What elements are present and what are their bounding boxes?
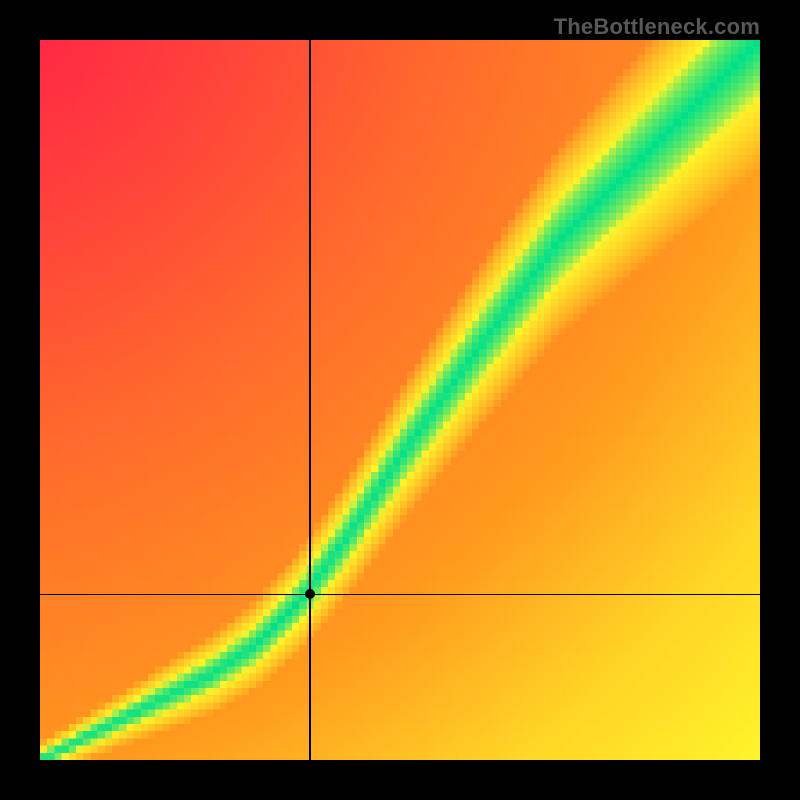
crosshair-horizontal [40,594,760,596]
watermark-text: TheBottleneck.com [554,14,760,40]
bottleneck-heatmap [40,40,760,760]
crosshair-vertical [309,40,311,760]
